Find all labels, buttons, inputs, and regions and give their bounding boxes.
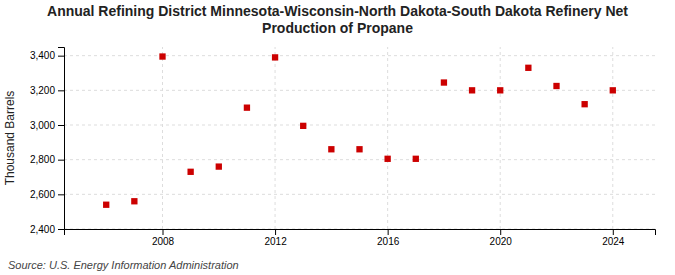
tick-label: 2,800 [30, 154, 55, 165]
tick: 2024 [602, 229, 625, 247]
point [300, 123, 306, 129]
point [413, 156, 419, 162]
grid-line [500, 47, 501, 229]
tick-label: 2,600 [30, 189, 55, 200]
point [384, 156, 390, 162]
tick: 2016 [377, 229, 400, 247]
grid-line [64, 90, 655, 91]
point [525, 65, 531, 71]
tick-label: 2008 [152, 236, 175, 247]
tick-label: 2020 [490, 236, 513, 247]
grid-line [387, 47, 388, 229]
tick: 2012 [264, 229, 287, 247]
tick-mark [58, 194, 64, 195]
tick-mark [163, 229, 164, 235]
tick-label: 3,400 [30, 50, 55, 61]
point [469, 87, 475, 93]
point [328, 146, 334, 152]
tick: 3,400 [30, 50, 64, 61]
point [356, 146, 362, 152]
tick: 2020 [490, 229, 513, 247]
tick-label: 3,000 [30, 120, 55, 131]
grid-line [64, 194, 655, 195]
tick-mark [500, 229, 501, 235]
tick: 2,600 [30, 189, 64, 200]
tick-label: 2024 [602, 236, 625, 247]
tick-mark [58, 56, 64, 57]
axis-line [65, 230, 656, 236]
tick: 3,200 [30, 85, 64, 96]
y-axis: 2,400 2,600 2,800 3,000 3,200 3,400 [30, 48, 65, 235]
axis-line [58, 48, 65, 230]
grid-line [64, 125, 655, 126]
point [216, 163, 222, 169]
point [272, 54, 278, 60]
grid-line [64, 55, 655, 56]
point [553, 83, 559, 89]
point [131, 198, 137, 204]
tick-mark [58, 229, 64, 230]
tick-mark [58, 125, 64, 126]
point [159, 53, 165, 59]
grid-line [64, 159, 655, 160]
tick-label: 2,400 [30, 224, 55, 235]
title: Annual Refining District Minnesota-Wisco… [47, 3, 628, 36]
y-axis-label: Thousand Barrels [3, 91, 17, 186]
grid [64, 47, 655, 229]
grid-line [162, 47, 163, 229]
tick: 2,400 [30, 224, 64, 235]
tick-mark [58, 90, 64, 91]
point [497, 87, 503, 93]
tick-mark [388, 229, 389, 235]
point [441, 79, 447, 85]
tick: 3,000 [30, 120, 64, 131]
point [610, 87, 616, 93]
source: Source: U.S. Energy Information Administ… [8, 259, 239, 271]
tick-label: 2016 [377, 236, 400, 247]
tick: 2008 [152, 229, 175, 247]
tick-mark [58, 160, 64, 161]
point [244, 105, 250, 111]
point [581, 101, 587, 107]
chart: Annual Refining District Minnesota-Wisco… [0, 0, 675, 275]
tick-mark [275, 229, 276, 235]
grid-line [612, 47, 613, 229]
point [103, 202, 109, 208]
tick-label: 2012 [264, 236, 287, 247]
tick-label: 3,200 [30, 85, 55, 96]
point [187, 169, 193, 175]
tick: 2,800 [30, 154, 64, 165]
grid-line [275, 47, 276, 229]
points [103, 53, 616, 208]
tick-mark [613, 229, 614, 235]
x-axis: 2008 2012 2016 2020 2024 [65, 229, 656, 247]
